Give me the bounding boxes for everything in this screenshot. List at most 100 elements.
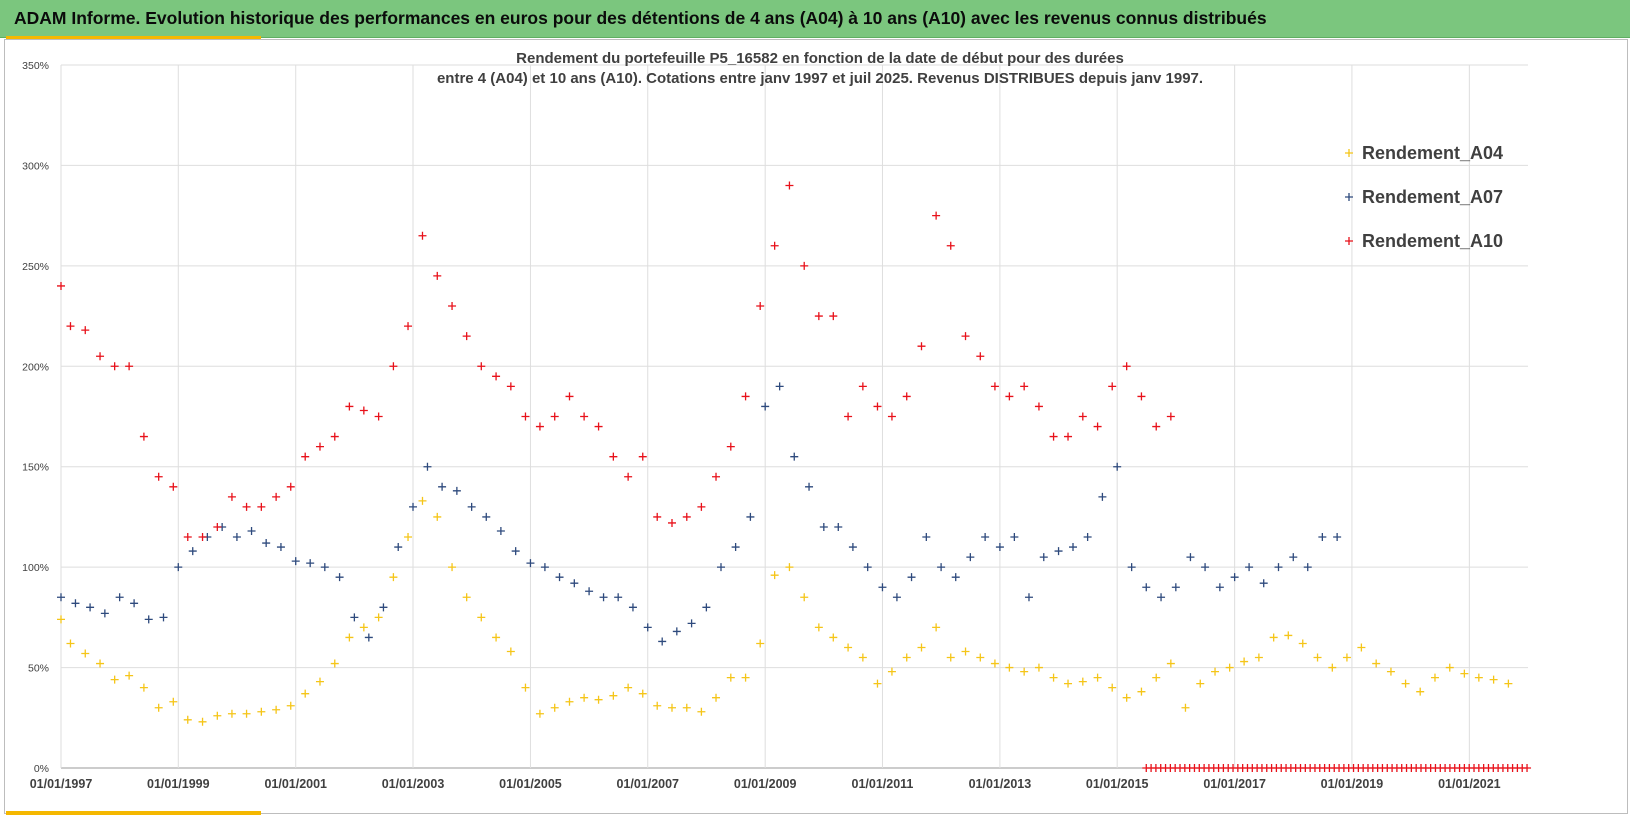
data-point [100,609,109,618]
data-point [785,181,794,190]
data-point [1137,687,1146,696]
data-point [188,547,197,556]
legend-marker [1345,149,1353,157]
data-point [1416,687,1425,696]
data-point [785,563,794,572]
data-point [887,667,896,676]
data-point [110,675,119,684]
data-point [286,482,295,491]
data-point [800,593,809,602]
data-point [775,382,784,391]
x-tick-label: 01/01/2009 [734,777,797,791]
data-point [878,583,887,592]
x-tick-label: 01/01/2007 [616,777,679,791]
data-point [257,707,266,716]
data-point [946,653,955,662]
accent-bar-bottom [6,811,261,815]
data-point [1152,422,1161,431]
data-point [726,442,735,451]
data-point [1093,422,1102,431]
data-point [227,492,236,501]
data-point [345,633,354,642]
data-point [1386,667,1395,676]
data-point [272,705,281,714]
data-point [350,613,359,622]
data-point [697,502,706,511]
data-point [697,707,706,716]
data-point [1313,653,1322,662]
data-point [169,697,178,706]
data-point [1225,663,1234,672]
data-point [198,717,207,726]
data-point [125,671,134,680]
data-point [364,633,373,642]
data-point [389,362,398,371]
data-point [330,659,339,668]
data-point [521,412,530,421]
data-point [535,422,544,431]
data-point [169,482,178,491]
series-Rendement_A04 [57,496,1513,726]
data-point [110,362,119,371]
data-point [1269,633,1278,642]
data-point [1357,643,1366,652]
data-point [1274,563,1283,572]
data-point [242,709,251,718]
data-point [247,526,256,535]
data-point [643,623,652,632]
data-point [687,619,696,628]
data-point [1166,659,1175,668]
data-point [1171,583,1180,592]
accent-bar-top [6,36,261,40]
data-point [565,697,574,706]
data-point [1298,639,1307,648]
data-point [452,486,461,495]
data-point [276,543,285,552]
legend: Rendement_A04 Rendement_A07 Rendement_A10 [1345,143,1503,251]
data-point [492,633,501,642]
data-point [1137,392,1146,401]
x-tick-label: 01/01/2019 [1321,777,1384,791]
data-point [1303,563,1312,572]
data-point [1010,533,1019,542]
data-point [320,563,329,572]
data-point [1064,432,1073,441]
data-point [315,442,324,451]
data-point [1098,492,1107,501]
data-point [585,587,594,596]
data-point [418,496,427,505]
data-point [1142,583,1151,592]
data-point [805,482,814,491]
data-point [653,701,662,710]
data-point [404,322,413,331]
data-point [858,382,867,391]
data-point [477,613,486,622]
data-point [183,533,192,542]
data-point [159,613,168,622]
y-tick-label: 50% [28,663,49,675]
data-point [917,342,926,351]
legend-label: Rendement_A04 [1362,143,1503,163]
x-tick-label: 01/01/2001 [264,777,327,791]
data-point [71,599,80,608]
data-point [682,703,691,712]
data-point [448,563,457,572]
data-point [1259,579,1268,588]
data-point [1122,693,1131,702]
data-point [594,422,603,431]
data-point [359,623,368,632]
data-point [790,452,799,461]
data-point [829,633,838,642]
data-point [580,693,589,702]
data-point [1108,382,1117,391]
data-point [1078,677,1087,686]
series-Rendement_A10 [57,181,1532,772]
data-point [902,392,911,401]
data-point [1083,533,1092,542]
data-point [511,547,520,556]
baseline-point [1523,764,1532,772]
legend-marker [1345,193,1353,201]
data-point [374,613,383,622]
data-point [981,533,990,542]
data-point [1284,631,1293,640]
